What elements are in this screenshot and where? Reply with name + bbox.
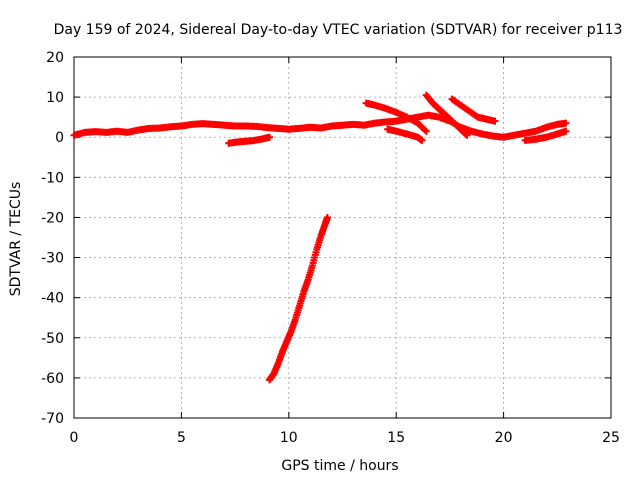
x-tick-label: 15 bbox=[387, 430, 405, 446]
y-tick-label: -30 bbox=[41, 251, 64, 267]
y-tick-label: -20 bbox=[41, 210, 64, 226]
series-upper-arc-b bbox=[422, 91, 471, 139]
series-lower-arc-e bbox=[521, 127, 570, 144]
series-upper-arc-a bbox=[362, 99, 430, 135]
data-point bbox=[422, 127, 430, 135]
series-lower-arc-d bbox=[384, 125, 426, 144]
y-tick-label: 10 bbox=[46, 90, 64, 106]
y-tick-label: -70 bbox=[41, 411, 64, 427]
x-tick-label: 10 bbox=[280, 430, 298, 446]
series-steep-line bbox=[265, 213, 331, 384]
y-tick-label: -10 bbox=[41, 170, 64, 186]
data-point bbox=[463, 131, 471, 139]
data-point bbox=[562, 119, 570, 127]
y-tick-label: 0 bbox=[55, 130, 64, 146]
series-main-track bbox=[70, 111, 570, 141]
y-tick-label: -60 bbox=[41, 371, 64, 387]
y-axis-title: SDTVAR / TECUs bbox=[8, 182, 24, 297]
plot-frame bbox=[73, 56, 612, 419]
chart-title: Day 159 of 2024, Sidereal Day-to-day VTE… bbox=[54, 22, 623, 38]
data-point bbox=[562, 127, 570, 135]
y-tick-label: -50 bbox=[41, 331, 64, 347]
series-upper-arc-c bbox=[448, 95, 499, 125]
data-point bbox=[418, 136, 426, 144]
data-point bbox=[265, 133, 273, 141]
x-tick-label: 25 bbox=[602, 430, 620, 446]
x-tick-label: 20 bbox=[495, 430, 513, 446]
y-tick-label: -40 bbox=[41, 291, 64, 307]
x-tick-label: 0 bbox=[70, 430, 79, 446]
y-tick-label: 20 bbox=[46, 50, 64, 66]
data-point bbox=[462, 130, 470, 138]
data-point bbox=[323, 213, 331, 221]
series-dip-segment bbox=[225, 133, 273, 147]
x-tick-label: 5 bbox=[177, 430, 186, 446]
data-point bbox=[491, 117, 499, 125]
x-axis-title: GPS time / hours bbox=[281, 458, 398, 474]
